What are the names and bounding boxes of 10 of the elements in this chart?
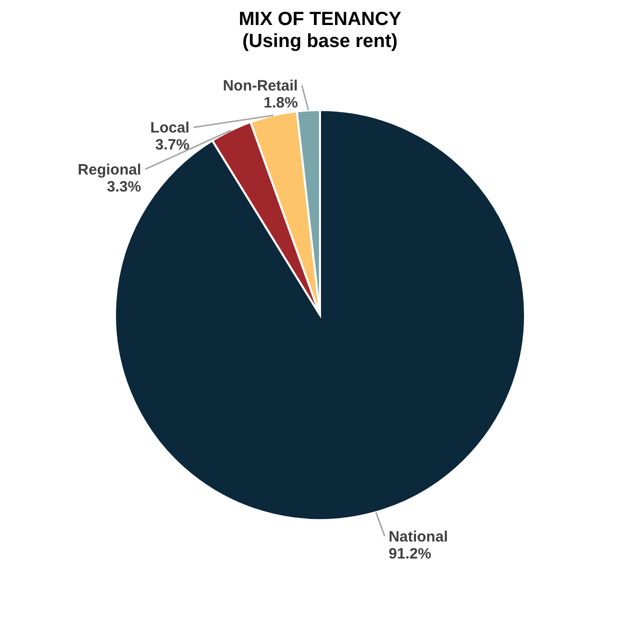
slice-label: Non-Retail bbox=[222, 77, 298, 94]
data-label: 1.8% bbox=[264, 94, 298, 112]
slice-label: Local bbox=[150, 119, 190, 136]
data-label: 3.3% bbox=[106, 178, 142, 196]
chart-subtitle: (Using base rent) bbox=[242, 31, 398, 52]
data-label: 91.2% bbox=[388, 545, 432, 562]
chart-title: MIX OF TENANCY bbox=[238, 9, 402, 30]
slice-label: National bbox=[388, 528, 448, 546]
slice-label: Regional bbox=[78, 161, 142, 178]
data-label: 3.7% bbox=[155, 136, 190, 154]
